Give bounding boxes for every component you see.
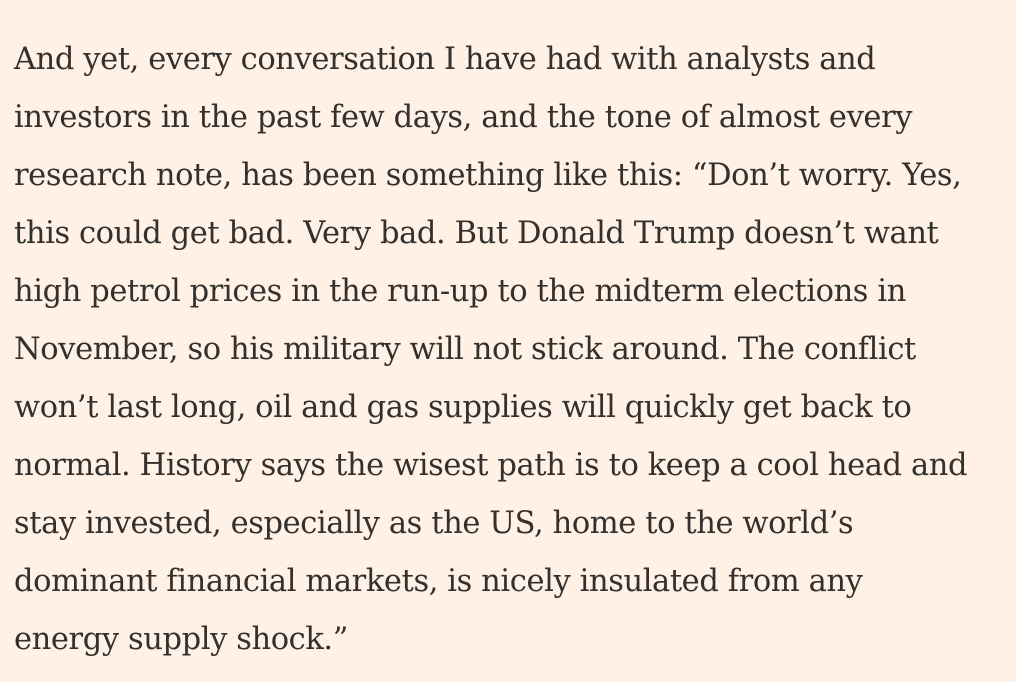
- paragraph-line: high petrol prices in the run-up to the …: [14, 274, 906, 309]
- paragraph-line: normal. History says the wisest path is …: [14, 448, 968, 483]
- paragraph-line: energy supply shock.”: [14, 622, 348, 657]
- paragraph-line: research note, has been something like t…: [14, 158, 962, 193]
- paragraph-line: And yet, every conversation I have had w…: [14, 42, 876, 77]
- paragraph-line: stay invested, especially as the US, hom…: [14, 506, 854, 541]
- paragraph-line: investors in the past few days, and the …: [14, 100, 913, 135]
- paragraph-line: November, so his military will not stick…: [14, 332, 916, 367]
- paragraph-line: dominant financial markets, is nicely in…: [14, 564, 863, 599]
- paragraph-line: won’t last long, oil and gas supplies wi…: [14, 390, 912, 425]
- article-paragraph: And yet, every conversation I have had w…: [14, 31, 968, 669]
- paragraph-line: this could get bad. Very bad. But Donald…: [14, 216, 939, 251]
